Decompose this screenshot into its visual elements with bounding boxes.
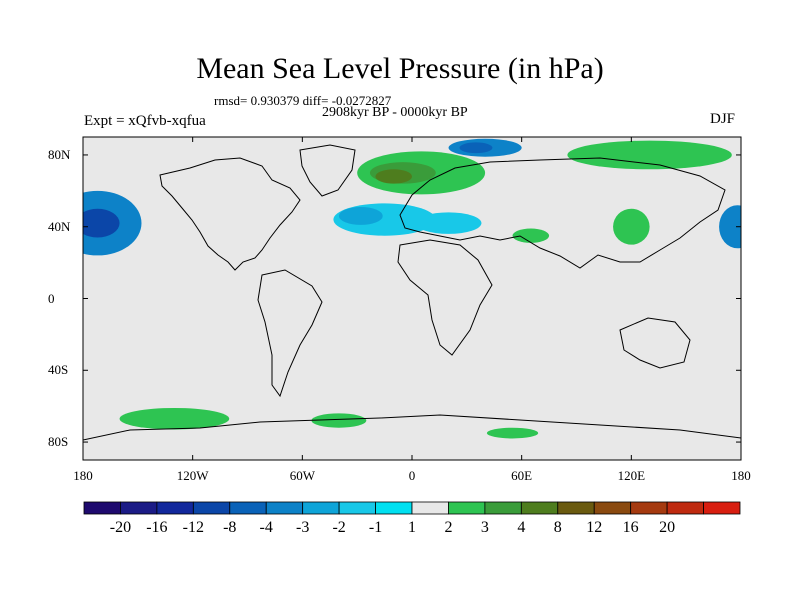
anomaly-layer xyxy=(83,138,741,439)
anomaly-arabia-high xyxy=(512,228,550,243)
colorbar-swatch xyxy=(666,501,704,515)
coast-antarctica xyxy=(83,414,741,441)
colorbar-swatch xyxy=(156,501,194,515)
colorbar-label: 4 xyxy=(517,519,526,536)
colorbar-label: -1 xyxy=(368,519,383,536)
colorbar-swatch xyxy=(192,501,231,515)
colorbar-swatch xyxy=(302,501,340,515)
anomaly-southern-ocean-high-2 xyxy=(311,413,367,428)
y-tick-label: 0 xyxy=(48,290,55,306)
colorbar-swatch xyxy=(265,501,304,515)
period-label: 2908kyr BP - 0000kyr BP xyxy=(322,105,468,120)
colorbar xyxy=(83,501,741,515)
colorbar-swatch xyxy=(557,501,595,515)
coastlines xyxy=(83,144,741,441)
colorbar-label: 1 xyxy=(408,519,416,536)
colorbar-swatch xyxy=(120,501,158,515)
colorbar-label: 3 xyxy=(480,519,489,536)
anomaly-north-atlantic-low-inner xyxy=(338,206,383,225)
colorbar-swatch xyxy=(338,501,376,515)
anomaly-asia-high xyxy=(613,208,650,245)
colorbar-label: -2 xyxy=(332,519,346,536)
anomaly-dateline-east-low xyxy=(719,205,741,249)
x-tick-label: 120E xyxy=(617,468,646,483)
coast-eurasia xyxy=(399,157,726,269)
colorbar-label: 12 xyxy=(586,519,603,536)
colorbar-swatch xyxy=(630,501,668,515)
anomaly-eurasia-high-core xyxy=(375,169,412,184)
colorbar-swatch xyxy=(83,501,121,515)
x-tick-label: 60E xyxy=(511,468,533,483)
colorbar-label: -20 xyxy=(109,519,132,536)
colorbar-label: -4 xyxy=(259,519,273,536)
colorbar-label: -12 xyxy=(182,519,204,536)
coast-south-america xyxy=(257,269,323,398)
y-tick-label: 80N xyxy=(48,146,71,162)
x-tick-label: 120W xyxy=(176,468,209,483)
coast-greenland xyxy=(299,144,356,197)
y-tick-label: 40N xyxy=(48,218,71,234)
x-tick-label: 180 xyxy=(731,468,751,483)
coast-africa xyxy=(397,239,493,356)
y-tick-label: 40S xyxy=(48,362,69,378)
anomaly-southern-ocean-high-1 xyxy=(119,407,230,430)
anomaly-siberia-high xyxy=(567,140,732,170)
x-tick-label: 0 xyxy=(408,468,416,483)
colorbar-label: 2 xyxy=(444,519,453,536)
chart-title: Mean Sea Level Pressure (in hPa) xyxy=(196,52,604,85)
colorbar-swatch xyxy=(484,501,522,515)
rmsd-diff-stats: rmsd= 0.930379 diff= -0.0272827 xyxy=(214,93,392,108)
colorbar-label: -8 xyxy=(223,519,237,536)
colorbar-label: 16 xyxy=(622,519,639,536)
x-tick-label: 180 xyxy=(73,468,93,483)
anomaly-mediterranean-low xyxy=(415,212,482,234)
coast-north-america xyxy=(159,157,301,271)
colorbar-label: -16 xyxy=(146,519,168,536)
colorbar-swatch xyxy=(448,501,486,515)
season-label: DJF xyxy=(710,111,736,127)
colorbar-swatch xyxy=(411,501,449,515)
colorbar-swatch xyxy=(229,501,267,515)
anomaly-barents-low-core xyxy=(459,142,493,154)
x-tick-label: 60W xyxy=(289,468,315,483)
coast-australia xyxy=(619,317,691,369)
anomaly-southern-ocean-high-3 xyxy=(486,427,539,439)
colorbar-label: 20 xyxy=(659,519,676,536)
colorbar-swatch xyxy=(593,501,632,515)
y-tick-label: 80S xyxy=(48,434,69,450)
tick-marks xyxy=(82,137,742,460)
colorbar-swatch xyxy=(520,501,559,515)
colorbar-label: -3 xyxy=(295,519,310,536)
anomaly-north-pacific-low-core xyxy=(83,208,120,238)
colorbar-swatch xyxy=(375,501,413,515)
colorbar-label: 8 xyxy=(553,519,562,536)
experiment-label: Expt = xQfvb-xqfua xyxy=(84,113,206,129)
colorbar-swatch xyxy=(703,501,741,515)
